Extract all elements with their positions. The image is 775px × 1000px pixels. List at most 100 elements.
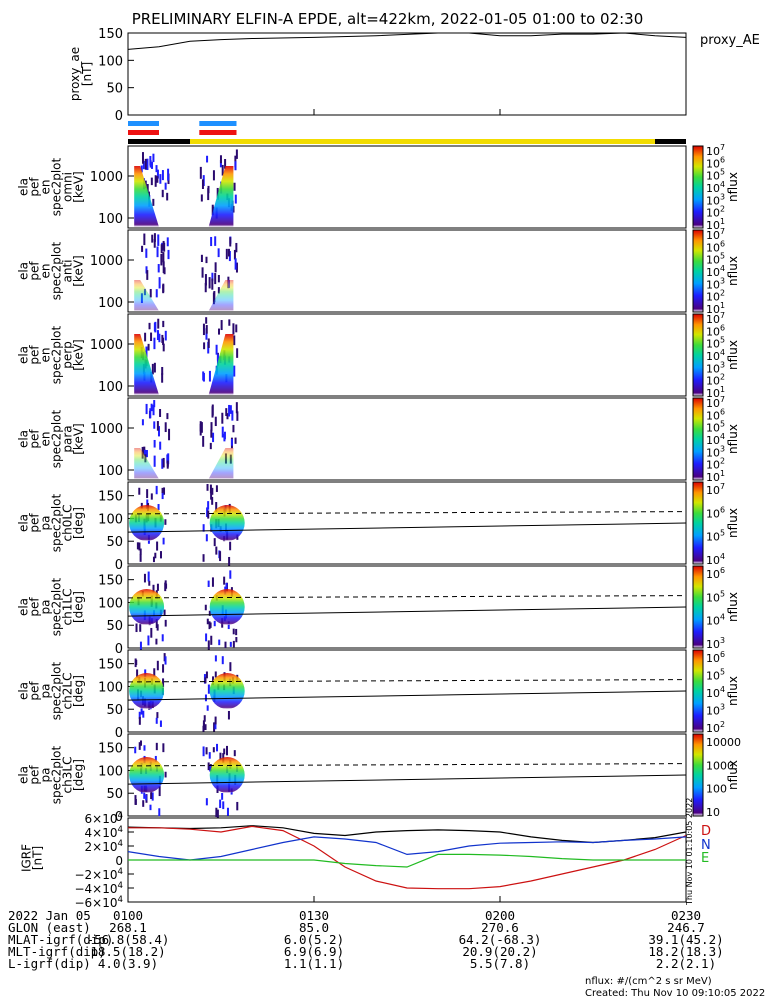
energy-pixel xyxy=(229,237,232,247)
energy-pixel xyxy=(207,188,210,201)
energy-cbar-tick: 105 xyxy=(706,420,725,435)
energy-pixel xyxy=(143,233,146,246)
energy-pixel xyxy=(144,158,147,170)
footer-row-value: 0230 xyxy=(671,908,701,923)
energy-pixel xyxy=(200,194,203,202)
pa-ytick-label: 50 xyxy=(106,535,123,550)
panel-label-line: en xyxy=(39,432,53,447)
pa-pixel xyxy=(134,658,137,668)
energy-pixel xyxy=(149,288,152,298)
footer-row-label: MLT-igrf(dip) xyxy=(8,944,106,959)
footer-row-value: 270.6 xyxy=(481,920,519,935)
energy-pixel xyxy=(200,422,203,433)
panel-label-line: [deg] xyxy=(72,759,86,791)
panel-label-line: ch0LC xyxy=(61,505,75,542)
energy-pixel xyxy=(206,155,209,163)
energy-pixel xyxy=(142,160,145,170)
energy-pixel xyxy=(203,342,206,350)
footer-row-label: GLON (east) xyxy=(8,920,91,935)
panel-label-line: pef xyxy=(28,513,42,533)
pa-pixel xyxy=(207,684,210,694)
pa-pixel xyxy=(159,720,162,727)
pa-colorbar xyxy=(692,565,704,649)
energy-pixel xyxy=(214,416,217,427)
footer-row-value: 0200 xyxy=(485,908,515,923)
pa-pixel xyxy=(150,493,153,500)
pa-cbar-tick: 106 xyxy=(706,650,725,665)
ae-ytick-label: 0 xyxy=(115,109,123,124)
energy-pixel xyxy=(161,170,164,181)
pa-flux-region xyxy=(129,589,165,625)
pa-pixel xyxy=(221,656,224,665)
energy-pixel xyxy=(234,161,237,171)
energy-pixel xyxy=(234,258,237,270)
igrf-series-n xyxy=(127,836,687,861)
pa-pixel xyxy=(215,485,218,492)
pa-pixel xyxy=(218,639,221,646)
pa-losscone-solid xyxy=(127,690,687,701)
panel-label-line: ela xyxy=(17,346,31,364)
pa-cbar-tick: 1000 xyxy=(706,759,734,772)
energy-pixel xyxy=(155,289,158,298)
footer-table: 2022 Jan 05 0100 0130 0200 0230 GLON (east) 26… xyxy=(8,908,724,971)
energy-pixel xyxy=(160,253,163,266)
pa-pixel xyxy=(214,671,217,678)
pa-losscone-dashed xyxy=(127,511,687,515)
energy-pixel xyxy=(221,426,224,438)
pa-pixel xyxy=(219,752,222,761)
footer-row-value: 268.1 xyxy=(109,920,147,935)
energy-pixel xyxy=(235,402,238,414)
energy-colorbar xyxy=(692,313,704,397)
pa-pixel xyxy=(206,618,209,625)
pa-cbar-label: nflux xyxy=(726,592,740,622)
energy-pixel xyxy=(140,165,143,173)
pa-ytick-label: 150 xyxy=(98,742,123,757)
pa-pixel xyxy=(213,620,216,627)
ae-ytick-label: 50 xyxy=(106,82,123,97)
energy-pixel xyxy=(214,236,217,246)
energy-pixel xyxy=(149,160,152,168)
pa-pixel xyxy=(232,628,235,635)
pa-pixel xyxy=(216,809,219,820)
panel-label-line: pef xyxy=(28,429,42,449)
ae-frame xyxy=(127,32,687,116)
pa-cbar-label: nflux xyxy=(726,508,740,538)
state-bar-segment xyxy=(190,139,655,144)
footer-notes: nflux: #/(cm^2 s sr MeV) Created: Thu No… xyxy=(585,976,765,1000)
pa-pixel xyxy=(206,705,209,711)
pa-pixel xyxy=(229,662,232,672)
energy-pixel xyxy=(162,457,165,468)
ae-ylabel: proxy_ae[nT] xyxy=(68,47,94,101)
energy-pixel xyxy=(141,245,144,252)
pa-pixel xyxy=(161,487,164,494)
pa-pixel xyxy=(134,799,137,805)
pa-pixel xyxy=(139,554,142,562)
pa-pixel xyxy=(143,573,146,583)
panel-label-line: pa xyxy=(39,684,53,699)
energy-pixel xyxy=(202,373,205,382)
pa-pixel xyxy=(229,570,232,579)
energy-flux-region xyxy=(134,448,159,479)
energy-pixel xyxy=(233,335,236,346)
igrf-ytick-label: −2×104 xyxy=(74,867,123,882)
energy-ytick-label: 1000 xyxy=(90,338,123,353)
energy-pixel xyxy=(162,343,165,352)
energy-ytick-label: 1000 xyxy=(90,422,123,437)
pa-ytick-label: 50 xyxy=(106,703,123,718)
pa-ytick-label: 150 xyxy=(98,658,123,673)
energy-pixel xyxy=(153,439,156,448)
energy-cbar-tick: 101 xyxy=(706,301,725,316)
pa-ytick-label: 0 xyxy=(115,726,123,741)
energy-pixel xyxy=(145,266,148,274)
pa-pixel xyxy=(155,638,158,645)
energy-pixel xyxy=(144,332,147,342)
igrf-ytick-label: −4×104 xyxy=(74,881,123,896)
pa-panel-3: 0 50 100 150 10000 1000 100 10 nflux xyxy=(98,733,741,825)
energy-pixel xyxy=(153,239,156,248)
pa-pixel xyxy=(214,655,217,662)
pa-ytick-label: 50 xyxy=(106,619,123,634)
